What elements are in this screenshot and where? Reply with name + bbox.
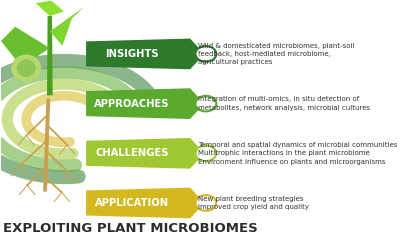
Ellipse shape bbox=[17, 59, 36, 77]
Polygon shape bbox=[86, 188, 204, 218]
Text: INSIGHTS: INSIGHTS bbox=[105, 49, 158, 59]
Polygon shape bbox=[86, 138, 204, 169]
Text: APPROACHES: APPROACHES bbox=[94, 99, 170, 109]
Polygon shape bbox=[36, 1, 64, 16]
Text: Wild & domesticated microbiomes, plant-soil
feedback, host-mediated microbiome,
: Wild & domesticated microbiomes, plant-s… bbox=[198, 43, 354, 65]
Circle shape bbox=[196, 195, 216, 211]
Text: Temporal and spatial dynamics of microbial communities
Multitrophic interactions: Temporal and spatial dynamics of microbi… bbox=[198, 142, 397, 164]
Circle shape bbox=[196, 145, 216, 161]
Circle shape bbox=[196, 46, 216, 62]
Ellipse shape bbox=[11, 55, 41, 82]
Polygon shape bbox=[50, 7, 84, 46]
Polygon shape bbox=[86, 39, 204, 69]
Text: New plant breeding strategies
Improved crop yield and quality: New plant breeding strategies Improved c… bbox=[198, 196, 309, 210]
Polygon shape bbox=[86, 88, 204, 119]
Text: Integration of multi-omics, in situ detection of
metabolites, network analysis, : Integration of multi-omics, in situ dete… bbox=[198, 96, 370, 111]
Text: APPLICATION: APPLICATION bbox=[95, 198, 169, 208]
Text: CHALLENGES: CHALLENGES bbox=[95, 148, 168, 158]
Circle shape bbox=[196, 96, 216, 111]
Text: EXPLOITING PLANT MICROBIOMES: EXPLOITING PLANT MICROBIOMES bbox=[3, 222, 258, 235]
Polygon shape bbox=[1, 27, 50, 67]
Polygon shape bbox=[47, 16, 53, 95]
